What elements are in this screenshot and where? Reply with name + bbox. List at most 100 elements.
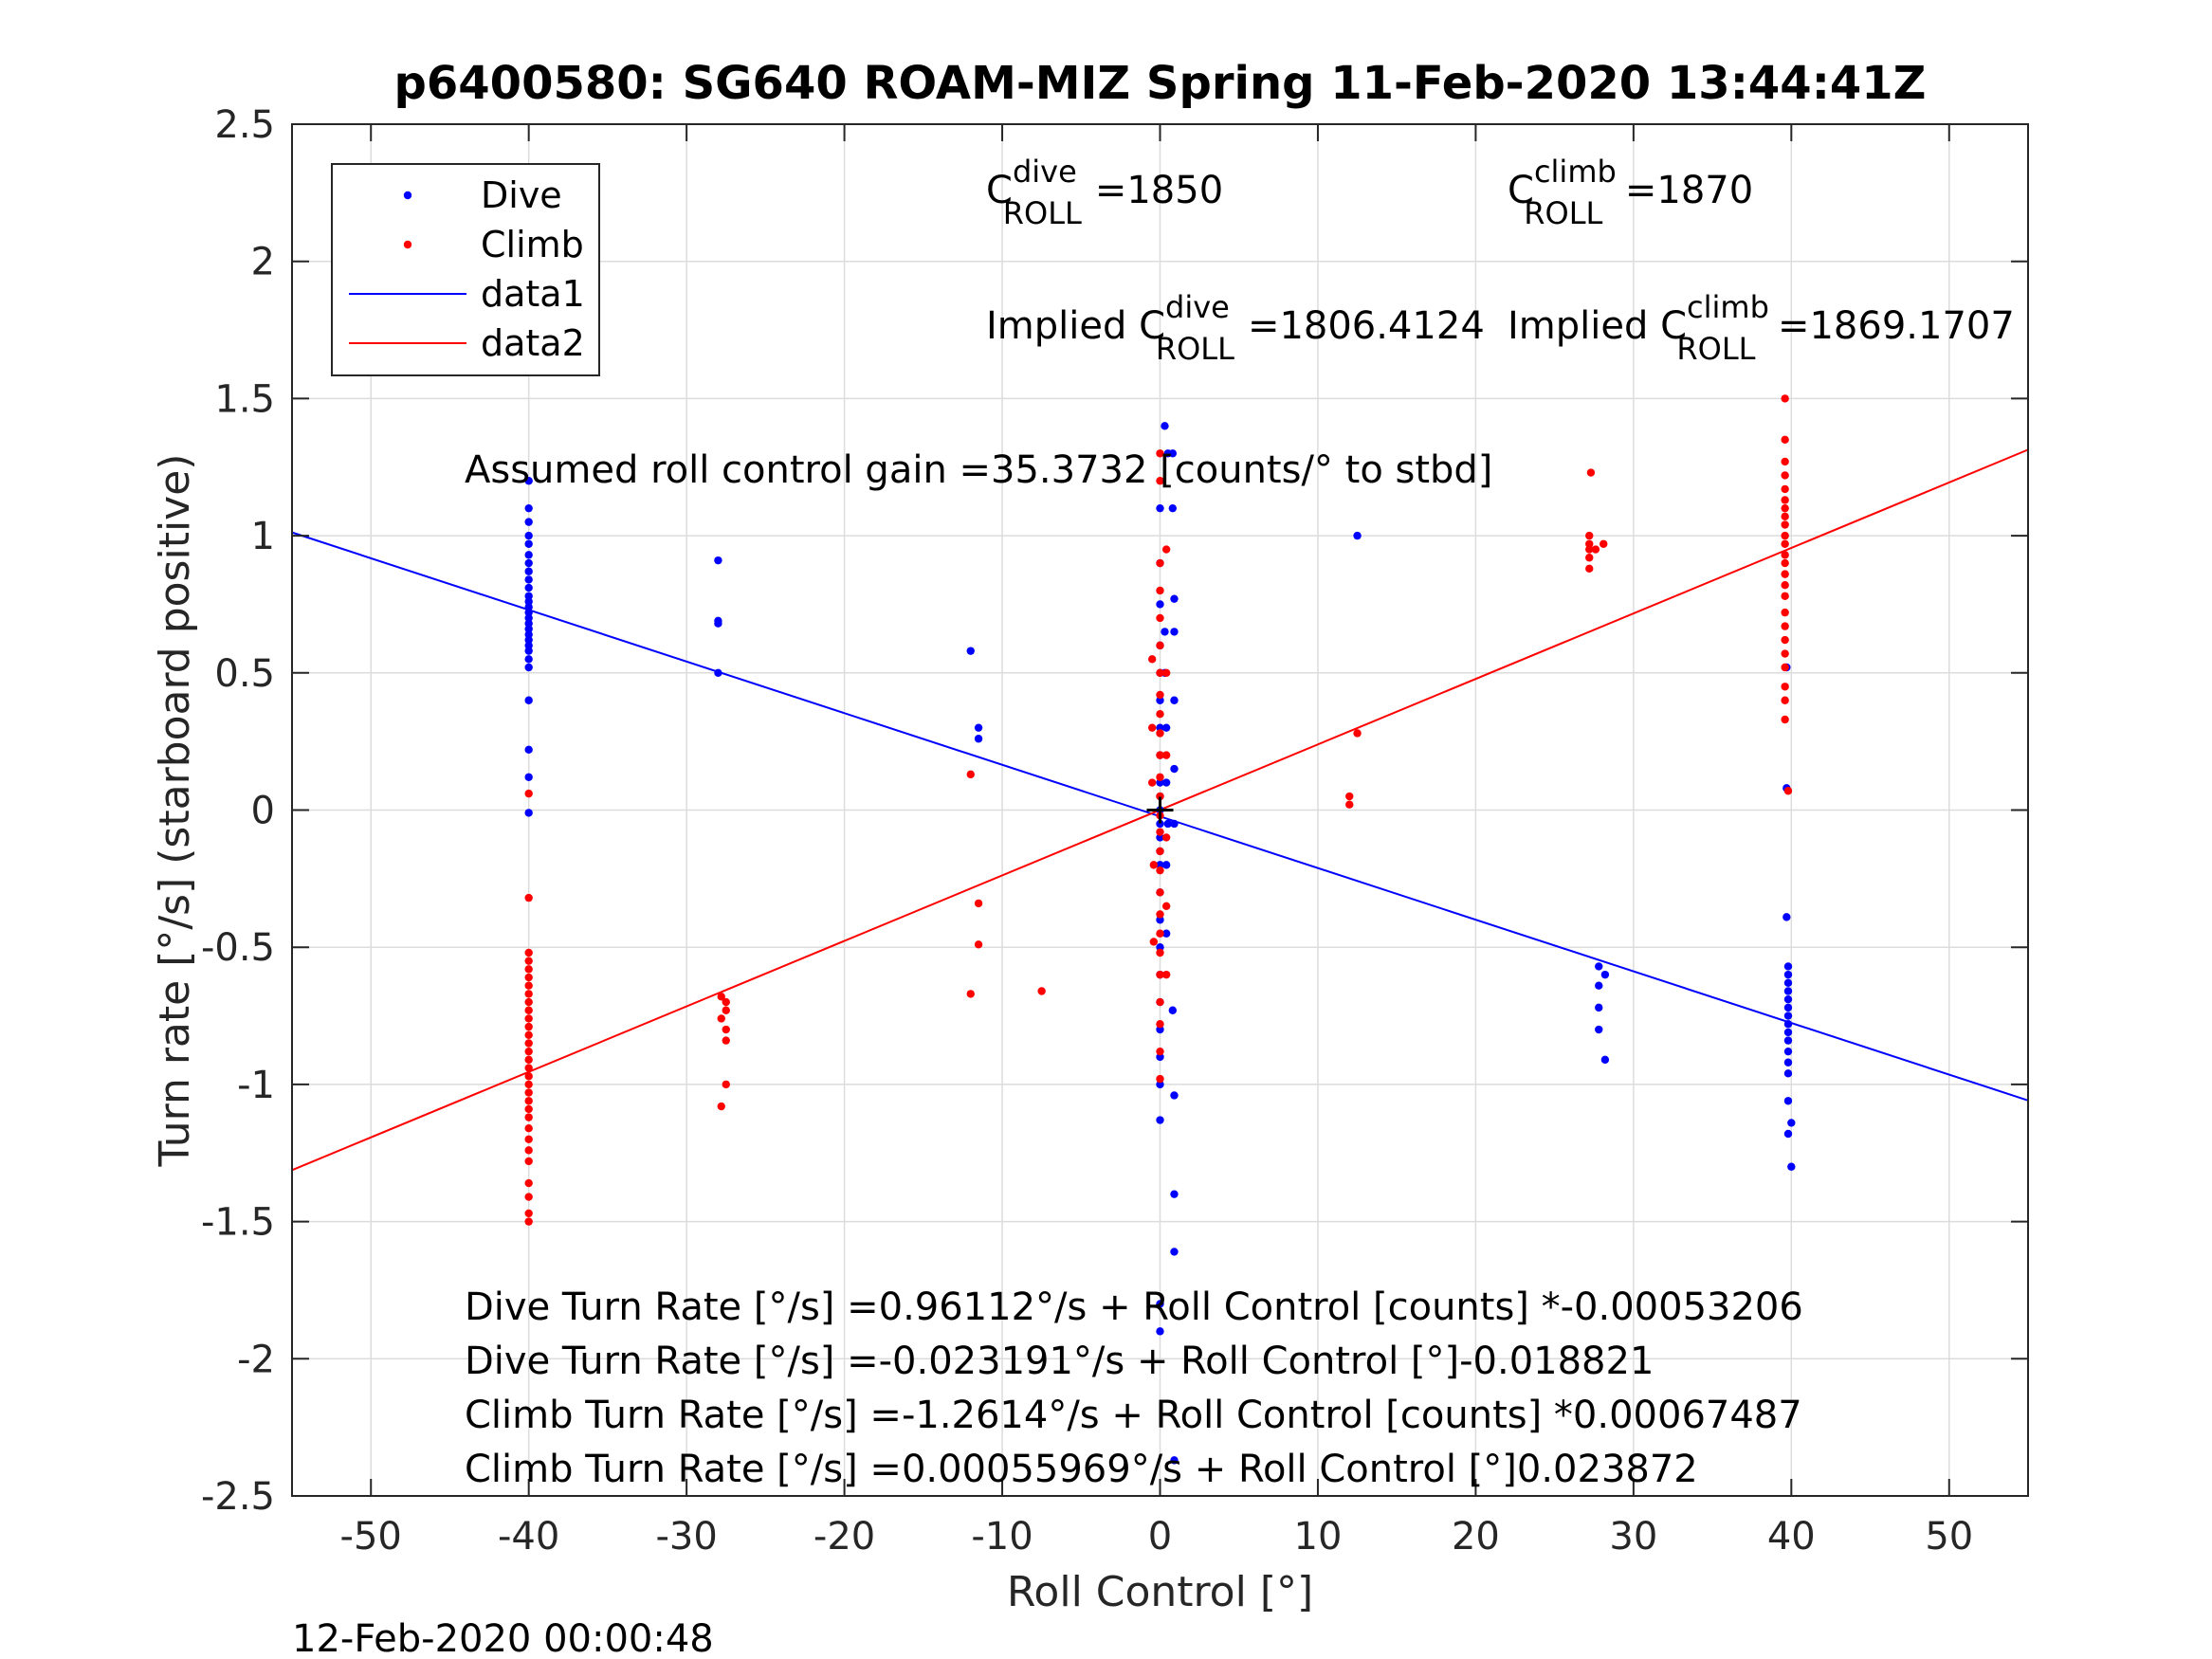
point-dive <box>524 518 533 526</box>
point-dive <box>1156 723 1164 732</box>
x-tick-label: -50 <box>340 1515 402 1559</box>
point-dive <box>1161 929 1171 938</box>
point-dive <box>1156 1025 1164 1034</box>
point-climb <box>524 997 533 1007</box>
point-climb <box>1156 668 1164 677</box>
point-dive <box>1156 833 1164 842</box>
point-climb <box>1783 787 1793 795</box>
point-climb <box>1585 531 1594 540</box>
point-dive <box>1156 943 1164 952</box>
point-climb <box>1156 586 1164 595</box>
point-dive <box>524 635 533 645</box>
point-climb <box>717 1102 725 1111</box>
point-climb <box>1781 551 1789 559</box>
point-climb <box>966 990 975 998</box>
point-climb <box>524 990 533 998</box>
point-climb <box>1161 970 1171 979</box>
point-climb <box>524 1022 533 1031</box>
point-dive <box>1600 1055 1610 1065</box>
point-dive <box>1170 1456 1179 1465</box>
x-tick-label: -10 <box>971 1515 1033 1559</box>
point-climb <box>524 1080 533 1089</box>
point-climb <box>1781 715 1789 724</box>
point-dive <box>1170 1091 1179 1100</box>
point-climb <box>1781 580 1789 590</box>
point-climb <box>524 965 533 974</box>
point-dive <box>524 531 533 540</box>
point-climb <box>1149 938 1159 946</box>
point-dive <box>524 551 533 559</box>
origin-marker <box>1146 796 1174 824</box>
point-dive <box>1783 1036 1793 1045</box>
point-climb <box>524 1217 533 1226</box>
point-dive <box>1170 1190 1179 1198</box>
point-climb <box>1147 655 1157 664</box>
point-climb <box>1781 394 1789 403</box>
point-climb <box>1156 558 1164 568</box>
point-dive <box>714 619 722 628</box>
point-climb <box>1345 792 1354 801</box>
point-climb <box>524 1097 533 1105</box>
point-climb <box>1781 663 1789 672</box>
point-climb <box>1156 449 1164 458</box>
point-dive <box>524 613 533 623</box>
point-climb <box>1781 484 1789 494</box>
point-dive <box>1783 1012 1793 1020</box>
point-climb <box>524 1209 533 1218</box>
point-dive <box>1156 696 1164 704</box>
point-dive <box>966 647 975 655</box>
point-climb <box>1781 683 1789 691</box>
point-climb <box>1156 792 1164 801</box>
point-climb <box>524 1006 533 1014</box>
point-climb <box>1156 773 1164 781</box>
point-dive <box>714 556 722 565</box>
point-climb <box>1781 435 1789 445</box>
y-tick-label: -0.5 <box>201 926 275 970</box>
point-climb <box>1156 710 1164 719</box>
point-climb <box>1781 608 1789 617</box>
point-dive <box>524 592 533 600</box>
x-tick-label: -40 <box>498 1515 559 1559</box>
point-dive <box>1156 819 1164 829</box>
point-climb <box>1586 468 1596 477</box>
point-climb <box>524 981 533 990</box>
point-dive <box>1783 970 1793 979</box>
point-dive <box>1170 819 1179 829</box>
y-tick-label: 1 <box>251 515 275 558</box>
point-climb <box>1585 545 1594 554</box>
point-dive <box>1595 981 1603 990</box>
timestamp: 12-Feb-2020 00:00:48 <box>292 1617 714 1659</box>
x-tick-label: 0 <box>1148 1515 1172 1559</box>
point-dive <box>524 745 533 755</box>
point-dive <box>524 539 533 548</box>
y-tick-label: 2 <box>251 241 275 284</box>
point-dive <box>524 663 533 672</box>
point-climb <box>1585 564 1594 574</box>
point-climb <box>1600 539 1608 548</box>
point-climb <box>717 1014 725 1023</box>
annotations: Cdive ROLL=1850 Cclimb ROLL=1870 Implied Cdi… <box>465 154 2015 1491</box>
point-climb <box>974 899 983 908</box>
point-dive <box>524 625 533 633</box>
point-dive <box>1156 1300 1164 1308</box>
point-climb <box>722 1036 730 1045</box>
point-climb <box>1147 778 1157 787</box>
y-tick-label: 0 <box>251 790 275 833</box>
point-dive <box>1163 819 1173 829</box>
point-dive <box>524 477 533 485</box>
point-climb <box>1156 729 1164 738</box>
point-dive <box>1783 1058 1793 1066</box>
c-roll-dive-label: Cdive ROLL=1850 <box>986 154 1223 231</box>
point-climb <box>524 1124 533 1133</box>
point-climb <box>1156 613 1164 623</box>
point-climb <box>1156 866 1164 875</box>
point-dive <box>1783 987 1793 995</box>
point-dive <box>1783 978 1793 988</box>
point-dive <box>524 597 533 606</box>
point-climb <box>524 1193 533 1201</box>
point-climb <box>524 1113 533 1121</box>
point-climb <box>524 1178 533 1188</box>
data-points <box>524 394 1796 1465</box>
point-climb <box>524 1039 533 1048</box>
point-climb <box>524 948 533 957</box>
